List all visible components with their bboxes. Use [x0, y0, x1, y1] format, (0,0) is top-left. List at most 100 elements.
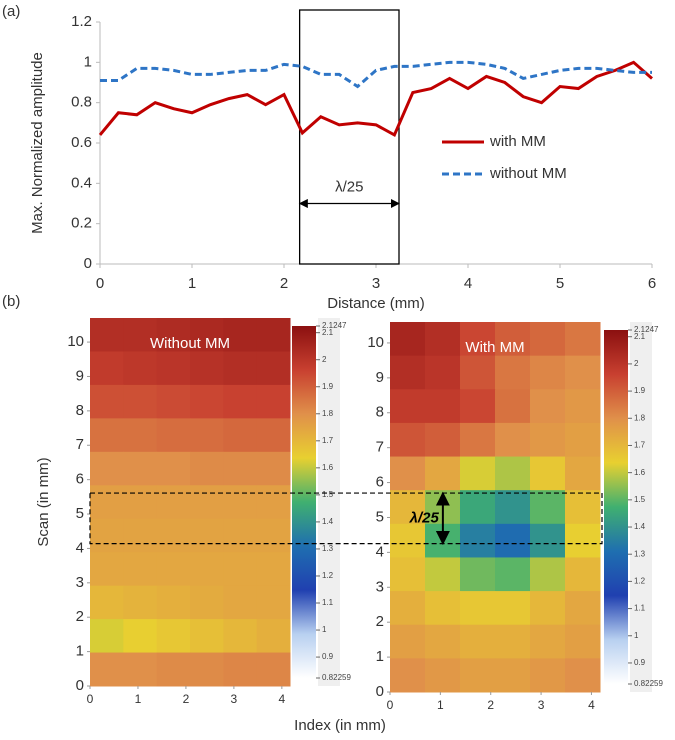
colorbar-tick-label: 1.5 [322, 490, 334, 499]
colorbar-tick-label: 1.4 [322, 517, 334, 526]
colorbar-tick-label: 1.3 [634, 549, 646, 558]
heatmap-cell [90, 351, 124, 386]
heatmap-cell [223, 552, 258, 587]
heatmap-cell [425, 389, 461, 424]
heatmap-cell [256, 485, 291, 520]
heatmap-cell [90, 485, 124, 520]
heatmap-cell [565, 355, 601, 390]
y-tick-label: 0 [376, 683, 384, 700]
y-tick-label: 0.4 [71, 174, 92, 191]
x-tick-label: 4 [279, 692, 286, 706]
heatmap-cell [190, 451, 224, 486]
heatmap-cell [190, 485, 224, 520]
colorbar: 0.82259 0.9 1 1.1 1.2 1.3 1.4 1.5 1.6 1.7 1.8 1.9 2 2… [604, 322, 663, 692]
colorbar-tick-label: 1.3 [322, 544, 334, 553]
heatmap-cell [565, 389, 601, 424]
heatmap-cell [460, 523, 496, 558]
y-tick-label: 3 [376, 578, 384, 595]
heatmap-cell [90, 619, 124, 654]
heatmap-cell [495, 523, 531, 558]
colorbar-tick-label: 1.9 [322, 382, 334, 391]
legend-label: without MM [489, 165, 567, 182]
heatmap-cell [390, 456, 426, 491]
y-tick-label: 0.2 [71, 215, 92, 232]
x-tick-label: 4 [588, 698, 595, 712]
heatmap-cell [190, 652, 224, 687]
heatmap-cell [425, 456, 461, 491]
heatmap-cell [123, 351, 158, 386]
heatmap-cell [460, 389, 496, 424]
heatmap-cell [90, 318, 124, 352]
heatmap-cell [390, 624, 426, 659]
heatmap-cell [256, 652, 291, 687]
colorbar-tick-label: 0.82259 [634, 679, 663, 688]
x-tick-label: 3 [538, 698, 545, 712]
heatmap-cell [460, 624, 496, 659]
heatmap-cell [90, 652, 124, 687]
heatmap-cell [123, 518, 158, 553]
y-tick-label: 9 [76, 367, 84, 384]
x-tick-label: 1 [135, 692, 142, 706]
heatmap-cell [565, 557, 601, 592]
colorbar-scale [292, 326, 316, 678]
heatmap-cell [90, 585, 124, 620]
colorbar-tick-label: 0.9 [322, 652, 334, 661]
heatmap-cell [90, 451, 124, 486]
heatmap-cell [223, 318, 258, 352]
y-tick-label: 9 [376, 369, 384, 386]
colorbar-tick-label: 2 [634, 359, 639, 368]
heatmap-cell [156, 552, 191, 587]
heatmap-cell [90, 418, 124, 453]
colorbar-tick-label: 1.6 [322, 463, 334, 472]
x-tick-label: 2 [183, 692, 190, 706]
heatmap-title: With MM [465, 339, 524, 356]
heatmap-cell [190, 384, 224, 419]
heatmap-cell [123, 451, 158, 486]
x-tick-label: 3 [372, 275, 380, 292]
colorbar-tick-label: 1.7 [322, 436, 334, 445]
heatmap-cell [390, 557, 426, 592]
y-tick-label: 6 [76, 471, 84, 488]
heatmap-cell [190, 318, 224, 352]
colorbar-tick-label: 1 [322, 625, 327, 634]
annotation-label: λ/25 [409, 509, 440, 526]
heatmap-cell [495, 422, 531, 458]
colorbar-tick-label: 2.1247 [322, 321, 347, 330]
colorbar-scale [604, 330, 628, 684]
heatmap-cell [390, 355, 426, 390]
heatmap-cell [256, 351, 291, 386]
y-tick-label: 0 [84, 255, 92, 272]
heatmap-cell [123, 384, 158, 419]
y-tick-label: 10 [67, 333, 84, 350]
heatmap-cell [123, 318, 158, 352]
heatmap-cell [190, 585, 224, 620]
colorbar-panel [630, 322, 652, 692]
heatmap-cell [530, 322, 566, 357]
heatmap-cell [425, 591, 461, 626]
heatmap-cell [190, 418, 224, 453]
colorbar-tick-label: 1.9 [634, 386, 646, 395]
heatmap-cell [565, 658, 601, 693]
y-tick-label: 0.8 [71, 94, 92, 111]
y-tick-label: 6 [376, 474, 384, 491]
heatmap-cell [425, 658, 461, 693]
heatmap-cell [425, 355, 461, 390]
heatmap-cell [425, 624, 461, 659]
x-tick-label: 5 [556, 275, 564, 292]
heatmap-cell [390, 658, 426, 693]
heatmap-cell [425, 322, 461, 357]
heatmap-cell [565, 456, 601, 491]
y-tick-label: 1 [376, 648, 384, 665]
heatmap-cell [495, 591, 531, 626]
colorbar-tick-label: 1.7 [634, 441, 646, 450]
y-tick-label: 10 [367, 334, 384, 351]
x-tick-label: 2 [487, 698, 494, 712]
y-tick-label: 5 [376, 508, 384, 525]
y-tick-label: 5 [76, 505, 84, 522]
line-series [100, 60, 652, 89]
heatmap-cell [156, 585, 191, 620]
colorbar-tick-label: 1.2 [322, 571, 334, 580]
heatmap-cell [390, 322, 426, 357]
heatmap-title: Without MM [150, 335, 230, 352]
